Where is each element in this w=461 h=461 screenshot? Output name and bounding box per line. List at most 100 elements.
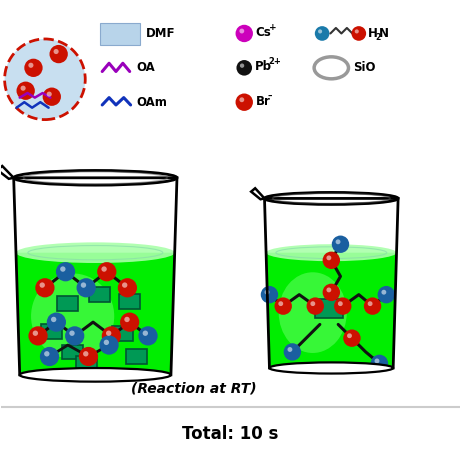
Circle shape [326, 255, 331, 260]
Circle shape [288, 347, 292, 352]
Circle shape [364, 297, 381, 315]
Polygon shape [76, 356, 97, 371]
Ellipse shape [20, 368, 171, 382]
Circle shape [120, 313, 139, 332]
Circle shape [338, 301, 343, 306]
Ellipse shape [16, 242, 175, 263]
Circle shape [236, 25, 253, 42]
Circle shape [29, 326, 47, 345]
Text: N: N [379, 26, 389, 40]
Circle shape [49, 45, 68, 63]
Circle shape [381, 290, 386, 295]
Circle shape [56, 262, 75, 281]
Circle shape [368, 301, 372, 306]
Polygon shape [315, 299, 343, 318]
Circle shape [47, 92, 52, 97]
Circle shape [239, 29, 244, 34]
Circle shape [100, 336, 118, 355]
Text: Br: Br [256, 95, 271, 108]
Circle shape [236, 60, 252, 76]
Circle shape [106, 331, 112, 336]
Text: H: H [368, 26, 378, 40]
Circle shape [118, 278, 137, 297]
Circle shape [374, 359, 379, 363]
Ellipse shape [279, 272, 347, 353]
Text: 2+: 2+ [268, 57, 281, 66]
Circle shape [28, 63, 34, 68]
Circle shape [278, 301, 283, 306]
Circle shape [35, 278, 54, 297]
Circle shape [47, 313, 66, 332]
Circle shape [326, 288, 331, 292]
Polygon shape [266, 253, 396, 368]
Circle shape [351, 26, 366, 41]
Text: Cs: Cs [256, 26, 272, 39]
Circle shape [53, 49, 59, 54]
Circle shape [44, 351, 49, 356]
Circle shape [332, 236, 349, 253]
Circle shape [142, 331, 148, 336]
Polygon shape [62, 344, 83, 359]
Circle shape [261, 286, 278, 303]
Circle shape [378, 286, 395, 303]
Polygon shape [126, 349, 147, 364]
Circle shape [101, 266, 107, 272]
Polygon shape [57, 296, 78, 311]
FancyBboxPatch shape [100, 23, 140, 45]
Text: +: + [269, 23, 277, 31]
Circle shape [355, 30, 359, 34]
Circle shape [79, 347, 98, 366]
Circle shape [102, 326, 121, 345]
Circle shape [336, 239, 341, 244]
Ellipse shape [269, 362, 393, 373]
Circle shape [33, 331, 38, 336]
Text: Pb: Pb [255, 60, 272, 73]
Circle shape [265, 290, 269, 295]
Text: OA: OA [136, 61, 155, 74]
Circle shape [124, 317, 130, 322]
Circle shape [24, 59, 42, 77]
Circle shape [323, 252, 340, 269]
Ellipse shape [266, 244, 396, 261]
Text: SiO: SiO [353, 61, 376, 74]
Text: OAm: OAm [136, 96, 167, 109]
Ellipse shape [31, 273, 114, 359]
Circle shape [239, 97, 244, 102]
Circle shape [17, 82, 35, 100]
Circle shape [83, 351, 89, 356]
Text: (Reaction at RT): (Reaction at RT) [131, 382, 257, 396]
Circle shape [371, 355, 388, 372]
Text: Total: 10 s: Total: 10 s [182, 426, 279, 443]
Circle shape [138, 326, 158, 345]
Circle shape [236, 94, 253, 111]
Polygon shape [119, 294, 140, 309]
Circle shape [104, 340, 109, 345]
Circle shape [315, 26, 330, 41]
Circle shape [343, 330, 361, 347]
Circle shape [42, 88, 61, 106]
Circle shape [65, 326, 84, 345]
Circle shape [40, 283, 45, 288]
Circle shape [284, 343, 301, 361]
Circle shape [97, 262, 117, 281]
Circle shape [51, 317, 56, 322]
Circle shape [77, 278, 96, 297]
Circle shape [81, 283, 86, 288]
Polygon shape [41, 324, 62, 339]
Circle shape [21, 86, 26, 91]
Circle shape [307, 297, 324, 315]
Text: 2: 2 [375, 33, 380, 41]
Polygon shape [112, 326, 133, 341]
Circle shape [318, 30, 322, 34]
Circle shape [240, 64, 244, 68]
Circle shape [334, 297, 351, 315]
Circle shape [40, 347, 59, 366]
Circle shape [60, 266, 65, 272]
Text: –: – [267, 92, 272, 101]
Text: DMF: DMF [146, 27, 175, 40]
Circle shape [310, 301, 315, 306]
Circle shape [122, 283, 127, 288]
Circle shape [274, 297, 292, 315]
Circle shape [5, 39, 85, 119]
Circle shape [69, 331, 75, 336]
